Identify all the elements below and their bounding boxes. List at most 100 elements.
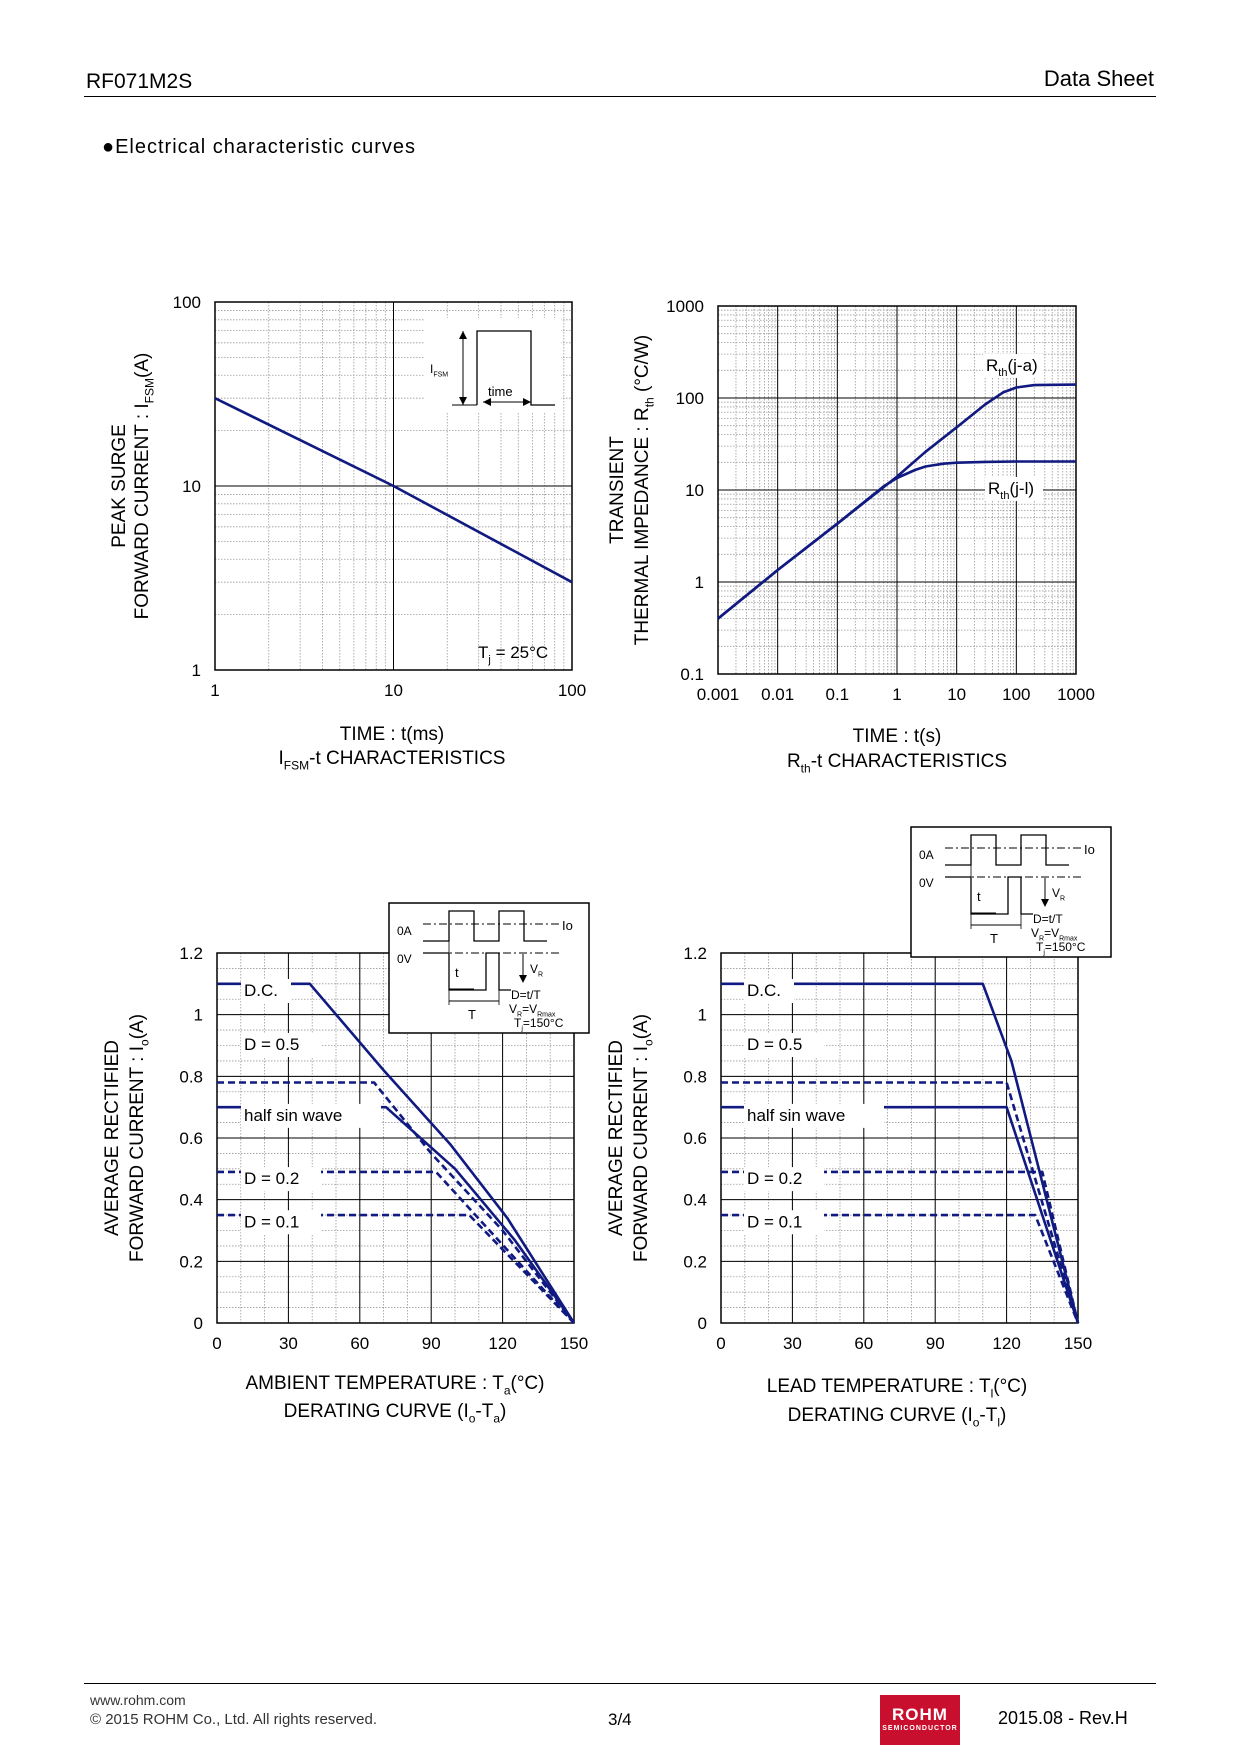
x-tick-label: 30 xyxy=(783,1334,802,1353)
x-tick-label: 0 xyxy=(716,1334,725,1353)
arrowhead xyxy=(459,331,467,405)
x-tick-label: 0.01 xyxy=(761,685,794,704)
y-axis-label-line1: TRANSIENT xyxy=(607,436,628,544)
doc-type: Data Sheet xyxy=(1043,66,1154,91)
pulse-io-label: Io xyxy=(562,918,573,933)
pulse-t-label: t xyxy=(455,965,459,980)
pulse-0v-label: 0V xyxy=(919,876,934,890)
chart-title: IFSM-t CHARACTERISTICS xyxy=(279,748,506,772)
plot-frame xyxy=(720,952,1079,1324)
series-label: half sin wave xyxy=(747,1106,845,1125)
pulse-current-wave xyxy=(945,834,1069,866)
chart-derate_tl: 0 30 60 90 120 150 0 0.2 0.4 0.6 0.8 1 1.2 D.C. D = 0.… xyxy=(606,826,1112,1429)
x-tick-label: 150 xyxy=(560,1334,588,1353)
pulse-duty-label: D=t/T xyxy=(511,988,541,1002)
y-axis-label-line1: PEAK SURGE xyxy=(109,424,130,548)
chart-title: DERATING CURVE (Io-Ta) xyxy=(284,1401,507,1425)
legend-rth-jl: Rth(j-l) xyxy=(988,479,1034,502)
x-tick-label: 150 xyxy=(1064,1334,1092,1353)
x-axis-label: TIME : t(s) xyxy=(853,726,942,747)
inset-time-label: time xyxy=(488,384,513,399)
plot-frame xyxy=(717,305,1077,675)
y-tick-label: 1 xyxy=(698,1006,707,1025)
y-tick-label: 1.2 xyxy=(683,944,707,963)
rth-jl-curve xyxy=(717,460,1076,620)
label-bg xyxy=(985,477,1043,501)
label-bg xyxy=(744,1167,824,1192)
y-axis-label-line2: FORWARD CURRENT : Io(A) xyxy=(631,1014,655,1262)
derate-curve xyxy=(721,1081,1080,1324)
y-tick-label: 0.8 xyxy=(683,1067,707,1086)
series-label: D = 0.2 xyxy=(244,1169,299,1188)
derate-curve xyxy=(217,982,576,1324)
x-tick-label: 10 xyxy=(384,681,403,700)
label-bg xyxy=(241,1103,381,1128)
part-number: RF071M2S xyxy=(86,70,193,93)
y-tick-label: 1 xyxy=(192,661,201,680)
y-tick-label: 1000 xyxy=(666,297,704,316)
pulse-t-label: t xyxy=(977,889,981,904)
derate-curve xyxy=(217,1081,576,1324)
pulse-inset-frame xyxy=(388,902,590,1034)
pulse-vr-label: VR xyxy=(1052,886,1065,902)
label-bg xyxy=(983,354,1043,378)
y-tick-label: 100 xyxy=(173,293,201,312)
x-tick-label: 1 xyxy=(210,681,219,700)
x-tick-label: 60 xyxy=(854,1334,873,1353)
derate-curve xyxy=(721,1213,1080,1324)
chart-derate_ta: 0 30 60 90 120 150 0 0.2 0.4 0.6 0.8 1 1.2 D.C. D = 0.… xyxy=(102,902,590,1425)
x-tick-label: 0.001 xyxy=(697,685,740,704)
y-tick-label: 1 xyxy=(194,1006,203,1025)
x-axis-label: TIME : t(ms) xyxy=(340,724,444,745)
pulse-io-label: Io xyxy=(1084,842,1095,857)
label-bg xyxy=(241,1210,321,1235)
x-tick-label: 0.1 xyxy=(826,685,850,704)
series-label: D.C. xyxy=(747,981,781,1000)
footer-copyright: © 2015 ROHM Co., Ltd. All rights reserve… xyxy=(90,1711,377,1728)
pulse-vrmax-label: VR=VRmax xyxy=(1031,926,1078,942)
ifsm-curve xyxy=(214,397,573,584)
label-bg xyxy=(744,1210,824,1235)
inset-pulse xyxy=(476,330,555,406)
pulse-duty-label: D=t/T xyxy=(1033,912,1063,926)
y-tick-label: 0 xyxy=(698,1314,707,1333)
series-label: D = 0.2 xyxy=(747,1169,802,1188)
plot-frame xyxy=(214,301,573,671)
pulse-0v-label: 0V xyxy=(397,952,412,966)
footer-url[interactable]: www.rohm.com xyxy=(90,1692,186,1708)
y-tick-label: 0.6 xyxy=(179,1129,203,1148)
y-tick-label: 0 xyxy=(194,1314,203,1333)
logo-sub: SEMICONDUCTOR xyxy=(882,1725,958,1732)
pulse-vrmax-label: VR=VRmax xyxy=(509,1002,556,1018)
x-tick-label: 90 xyxy=(926,1334,945,1353)
x-tick-label: 10 xyxy=(947,685,966,704)
x-tick-label: 120 xyxy=(992,1334,1020,1353)
x-axis-label: AMBIENT TEMPERATURE : Ta(°C) xyxy=(246,1373,545,1397)
arrowhead xyxy=(1041,899,1049,907)
x-axis-label: LEAD TEMPERATURE : Tl(°C) xyxy=(767,1376,1027,1400)
footer-rule xyxy=(84,1683,1156,1684)
pulse-vr-label: VR xyxy=(530,962,543,978)
pulse-inset-frame xyxy=(910,826,1112,958)
series-label: D = 0.1 xyxy=(747,1212,802,1231)
y-tick-label: 0.6 xyxy=(683,1129,707,1148)
inset-ifsm-label: IFSM xyxy=(430,362,448,378)
y-tick-label: 0.4 xyxy=(179,1191,203,1210)
pulse-T-label: T xyxy=(990,931,998,946)
chart-title: Rth-t CHARACTERISTICS xyxy=(787,751,1007,775)
series-label: D = 0.5 xyxy=(747,1035,802,1054)
chart-ifsm: 1 10 100 1 10 100 IFSM time Tj = 25°C TIME : t(ms… xyxy=(109,293,586,772)
pulse-T-label: T xyxy=(468,1007,476,1022)
derate-curve xyxy=(217,1213,575,1324)
y-tick-label: 0.4 xyxy=(683,1191,707,1210)
derate-curve xyxy=(721,982,1080,1324)
chart-title: DERATING CURVE (Io-Tl) xyxy=(788,1405,1007,1429)
y-axis-label-line2: FORWARD CURRENT : IFSM(A) xyxy=(132,353,156,620)
y-axis-label-line1: AVERAGE RECTIFIED xyxy=(606,1040,627,1236)
y-tick-label: 1 xyxy=(695,573,704,592)
y-tick-label: 0.2 xyxy=(683,1252,707,1271)
page-number: 3/4 xyxy=(608,1710,632,1729)
series-label: D.C. xyxy=(244,981,278,1000)
condition-label: Tj = 25°C xyxy=(478,643,548,666)
